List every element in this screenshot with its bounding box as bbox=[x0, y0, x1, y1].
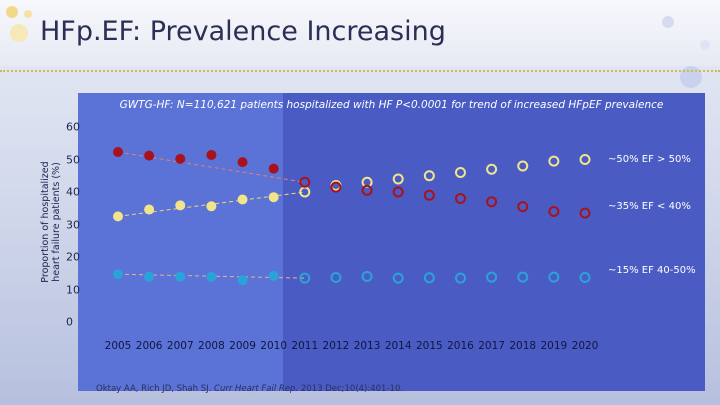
point-mid-observed bbox=[237, 275, 248, 286]
point-lt40-projected bbox=[579, 207, 591, 219]
point-lt40-projected bbox=[330, 181, 342, 193]
point-lt40-projected bbox=[423, 189, 435, 201]
point-lt40-projected bbox=[361, 184, 373, 196]
decor-dot bbox=[700, 40, 710, 50]
point-mid-projected bbox=[579, 271, 591, 283]
point-lt40-observed bbox=[113, 147, 123, 158]
point-gt50-projected bbox=[517, 160, 529, 172]
point-gt50-observed bbox=[237, 194, 248, 205]
x-tick-label: 2011 bbox=[291, 340, 319, 352]
point-lt40-projected bbox=[299, 176, 311, 188]
x-tick-label: 2015 bbox=[415, 340, 443, 352]
point-lt40-observed bbox=[237, 157, 248, 168]
y-tick-label: 0 bbox=[66, 315, 73, 329]
point-gt50-observed bbox=[113, 211, 123, 222]
point-gt50-projected bbox=[548, 155, 560, 167]
y-tick-label: 40 bbox=[66, 185, 80, 199]
x-tick-label: 2012 bbox=[322, 340, 350, 352]
x-tick-label: 2009 bbox=[229, 340, 256, 352]
x-tick-label: 2020 bbox=[571, 340, 599, 352]
slide-title: HFp.EF: Prevalence Increasing bbox=[40, 16, 446, 47]
point-mid-observed bbox=[175, 271, 186, 282]
citation-details: 2013 Dec;10(4):401-10. bbox=[298, 384, 404, 394]
point-gt50-observed bbox=[206, 201, 217, 212]
decor-dot bbox=[6, 6, 18, 18]
plot-panel-observed bbox=[78, 93, 283, 391]
point-mid-observed bbox=[113, 269, 123, 280]
point-gt50-projected bbox=[423, 170, 435, 182]
annotation-ef-lt40: ~35% EF < 40% bbox=[608, 201, 691, 213]
y-tick-label: 20 bbox=[66, 250, 80, 264]
point-lt40-observed bbox=[206, 149, 217, 160]
x-tick-label: 2005 bbox=[104, 340, 132, 352]
point-mid-projected bbox=[299, 272, 311, 284]
y-tick-label: 60 bbox=[66, 120, 80, 134]
point-mid-projected bbox=[548, 271, 560, 283]
point-gt50-observed bbox=[268, 192, 279, 203]
point-mid-projected bbox=[517, 271, 529, 283]
point-gt50-projected bbox=[486, 163, 498, 175]
point-lt40-observed bbox=[144, 150, 155, 161]
x-tick-label: 2008 bbox=[198, 340, 225, 352]
x-tick-label: 2017 bbox=[478, 340, 505, 352]
x-tick-label: 2007 bbox=[166, 340, 194, 352]
point-mid-projected bbox=[361, 271, 373, 282]
citation-authors: Oktay AA, Rich JD, Shah SJ. bbox=[96, 384, 215, 394]
point-mid-observed bbox=[268, 270, 279, 281]
x-tick-label: 2018 bbox=[509, 340, 537, 352]
citation-journal: Curr Heart Fail Rep. bbox=[214, 384, 299, 394]
chart-title: GWTG-HF: N=110,621 patients hospitalized… bbox=[119, 99, 664, 111]
title-divider bbox=[0, 70, 720, 72]
point-lt40-projected bbox=[454, 193, 466, 204]
point-mid-projected bbox=[486, 271, 498, 283]
x-tick-label: 2006 bbox=[135, 340, 163, 352]
x-tick-label: 2013 bbox=[353, 340, 381, 352]
point-gt50-projected bbox=[579, 154, 591, 165]
decor-dot bbox=[24, 10, 32, 18]
point-lt40-observed bbox=[268, 163, 279, 174]
title-band bbox=[0, 0, 720, 66]
point-mid-projected bbox=[454, 272, 466, 284]
point-gt50-projected bbox=[454, 167, 466, 178]
x-tick-label: 2010 bbox=[260, 340, 288, 352]
point-gt50-observed bbox=[175, 200, 186, 211]
x-tick-label: 2014 bbox=[384, 340, 412, 352]
y-tick-label: 10 bbox=[66, 283, 80, 296]
point-lt40-projected bbox=[548, 206, 560, 217]
decor-dot bbox=[662, 16, 674, 28]
point-mid-projected bbox=[392, 272, 404, 284]
point-lt40-projected bbox=[517, 201, 529, 213]
point-gt50-observed bbox=[144, 204, 155, 215]
point-lt40-projected bbox=[486, 196, 498, 208]
y-tick-label: 30 bbox=[66, 218, 80, 231]
point-lt40-observed bbox=[175, 153, 186, 164]
decor-dot bbox=[10, 24, 28, 42]
y-tick-label: 50 bbox=[66, 153, 80, 166]
x-tick-label: 2019 bbox=[540, 340, 568, 352]
citation: Oktay AA, Rich JD, Shah SJ. Curr Heart F… bbox=[96, 384, 403, 394]
x-tick-label: 2016 bbox=[447, 340, 474, 352]
plot-panel-projected bbox=[283, 93, 705, 391]
point-mid-projected bbox=[423, 272, 435, 284]
annotation-ef-gt50: ~50% EF > 50% bbox=[608, 153, 691, 165]
point-lt40-projected bbox=[392, 186, 404, 198]
point-mid-observed bbox=[206, 271, 217, 282]
point-mid-projected bbox=[330, 271, 342, 283]
annotation-ef-mid: ~15% EF 40-50% bbox=[608, 265, 696, 277]
point-gt50-projected bbox=[392, 173, 404, 185]
point-mid-observed bbox=[144, 271, 155, 282]
